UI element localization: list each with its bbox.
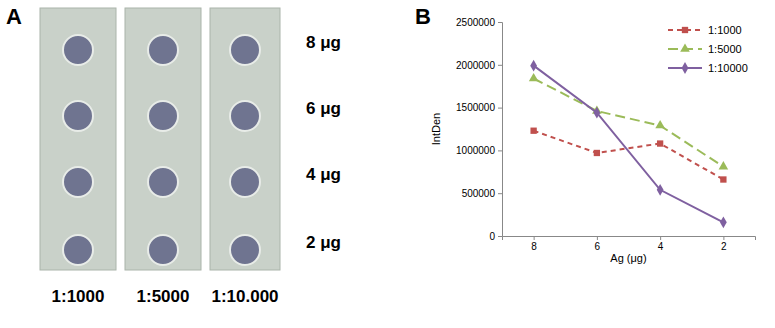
legend-label: 1:1000 xyxy=(708,24,742,36)
legend-label: 1:10000 xyxy=(708,62,748,74)
series-marker xyxy=(657,140,663,146)
amount-label: 6 μg xyxy=(306,99,341,118)
series-line xyxy=(534,66,724,223)
series-marker xyxy=(530,128,536,134)
legend: 1:1000 1:5000 1:10000 xyxy=(668,24,748,74)
y-tick-label: 1000000 xyxy=(456,145,495,156)
x-tick: 8 xyxy=(531,236,537,252)
y-axis-title: IntDen xyxy=(430,113,442,145)
series-marker xyxy=(594,150,600,156)
panel-label: B xyxy=(415,4,431,29)
amount-label: 2 μg xyxy=(306,233,341,252)
dilution-label: 1:10.000 xyxy=(211,287,278,306)
panel-label: A xyxy=(6,4,22,29)
y-axis-line xyxy=(498,23,503,237)
series-marker xyxy=(720,176,726,182)
y-tick-mark xyxy=(498,22,502,23)
y-tick-mark xyxy=(498,236,502,237)
x-tick: 2 xyxy=(721,236,727,252)
x-tick-mark xyxy=(534,236,535,240)
plot-area xyxy=(529,60,728,228)
blot-spot xyxy=(63,235,93,265)
x-tick-label: 2 xyxy=(721,241,727,252)
amount-label: 4 μg xyxy=(306,165,341,184)
legend-marker xyxy=(682,27,688,33)
dilution-label: 1:5000 xyxy=(137,287,190,306)
y-tick: 2500000 xyxy=(456,17,502,28)
y-tick-label: 2500000 xyxy=(456,17,495,28)
y-tick-mark xyxy=(498,65,502,66)
blot-spot xyxy=(63,35,93,65)
dilution-label: 1:1000 xyxy=(52,287,105,306)
y-tick-label: 1500000 xyxy=(456,102,495,113)
blot-spot xyxy=(148,101,178,131)
legend-marker xyxy=(682,62,689,74)
series-marker xyxy=(720,216,727,228)
series-marker xyxy=(530,60,537,72)
y-tick-label: 2000000 xyxy=(456,60,495,71)
y-tick-label: 500000 xyxy=(462,188,496,199)
blot-spot xyxy=(63,167,93,197)
series-marker xyxy=(655,120,665,128)
y-tick: 0 xyxy=(489,231,502,242)
legend-item: 1:10000 xyxy=(668,62,748,74)
series-line xyxy=(534,78,724,166)
legend-label: 1:5000 xyxy=(708,43,742,55)
y-tick-mark xyxy=(498,108,502,109)
y-tick: 500000 xyxy=(462,188,502,199)
x-axis: 8 6 4 2 xyxy=(503,236,756,252)
blot-strip-group xyxy=(125,8,201,270)
legend-item: 1:5000 xyxy=(668,43,742,55)
blot-strip xyxy=(210,8,280,270)
x-tick-label: 6 xyxy=(595,241,601,252)
series-marker xyxy=(529,73,539,81)
blot-spot xyxy=(230,167,260,197)
series-marker xyxy=(657,184,664,196)
legend-marker xyxy=(680,43,690,51)
amount-label: 8 μg xyxy=(306,33,341,52)
blot-spot xyxy=(148,235,178,265)
y-tick-label: 0 xyxy=(489,231,495,242)
x-tick: 4 xyxy=(658,236,664,252)
blot-strip-group xyxy=(40,8,116,270)
x-tick-mark xyxy=(660,236,661,240)
blot-panel xyxy=(40,8,280,270)
legend-item: 1:1000 xyxy=(668,24,742,36)
figure: A 1:1000 1:5000 1:10.000 8 μg 6 μg 4 μg 2 μg B 0 5… xyxy=(0,0,775,328)
x-tick-mark xyxy=(723,236,724,240)
x-axis-line xyxy=(503,237,756,241)
blot-spot xyxy=(230,101,260,131)
y-tick: 2000000 xyxy=(456,60,502,71)
x-tick: 6 xyxy=(595,236,601,252)
blot-strip xyxy=(125,8,201,270)
x-tick-label: 8 xyxy=(531,241,537,252)
blot-spot xyxy=(230,35,260,65)
y-axis: 0 500000 1000000 1500000 2000000 2500000 xyxy=(456,17,502,242)
series-line xyxy=(534,131,724,180)
series-marker xyxy=(593,107,600,119)
blot-strip xyxy=(40,8,116,270)
blot-spot xyxy=(63,101,93,131)
x-tick-label: 4 xyxy=(658,241,664,252)
x-tick-mark xyxy=(597,236,598,240)
blot-strip-group xyxy=(210,8,280,270)
y-tick-mark xyxy=(498,193,502,194)
y-tick-mark xyxy=(498,150,502,151)
blot-spot xyxy=(230,235,260,265)
y-tick: 1500000 xyxy=(456,102,502,113)
blot-spot xyxy=(148,35,178,65)
series-marker xyxy=(719,161,729,169)
blot-spot xyxy=(148,167,178,197)
y-tick: 1000000 xyxy=(456,145,502,156)
x-axis-title: Ag (μg) xyxy=(610,252,646,264)
